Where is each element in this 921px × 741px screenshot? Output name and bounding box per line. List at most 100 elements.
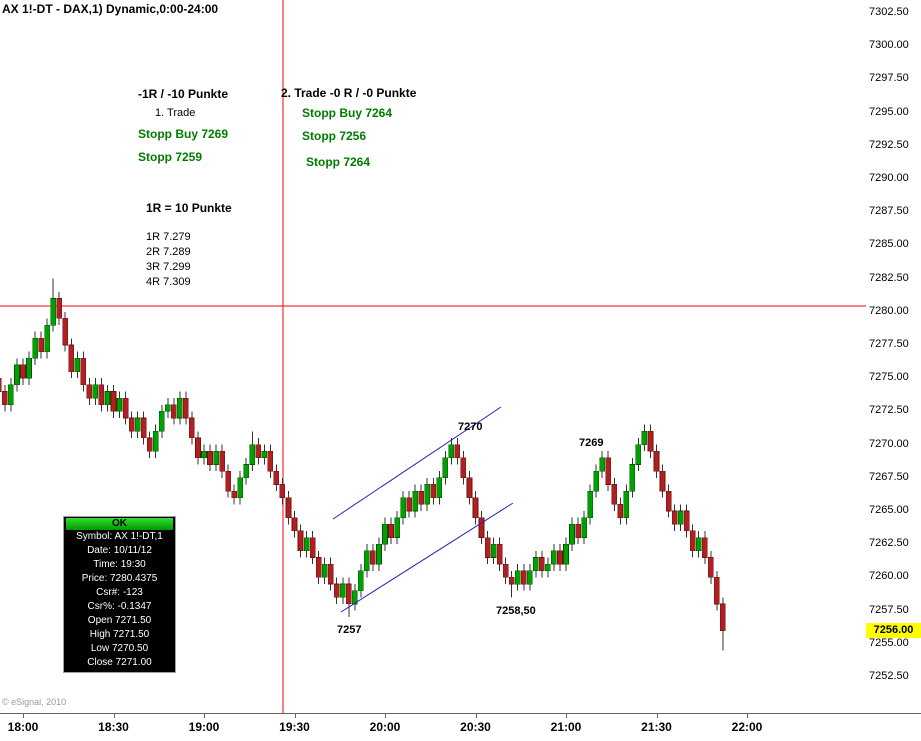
- price-tick-label: 7265.00: [869, 504, 909, 516]
- price-tick-label: 7270.00: [869, 437, 909, 450]
- trade2-stop1-label: Stopp 7256: [302, 129, 367, 143]
- candle: [364, 550, 370, 571]
- candle: [617, 504, 624, 518]
- data-window-row: Open 7271.50: [87, 615, 152, 626]
- time-tick-mark: [385, 714, 386, 718]
- time-tick-label: 19:00: [188, 720, 220, 734]
- trade1-result-label: -1R / -10 Punkte: [138, 87, 229, 101]
- candle: [701, 537, 708, 558]
- price-note: 7269: [579, 437, 604, 449]
- price-tick-label: 7290.00: [869, 172, 909, 184]
- candle: [183, 397, 189, 419]
- data-window[interactable]: OK Symbol: AX 1!-DT,1 Date: 10/11/12 Time:…: [63, 516, 176, 673]
- risk-target-line: 4R 7.309: [146, 276, 191, 288]
- candle: [442, 457, 449, 479]
- trade2-stop2-label: Stopp 7264: [306, 155, 371, 169]
- data-window-row: Symbol: AX 1!-DT,1: [76, 531, 163, 542]
- candle: [134, 417, 141, 432]
- trend-channel-line[interactable]: [340, 502, 514, 613]
- candle: [8, 384, 14, 405]
- candle: [424, 484, 431, 505]
- time-tick-mark: [566, 714, 567, 718]
- esignal-watermark: © eSignal, 2010: [2, 697, 67, 707]
- candle: [56, 298, 63, 319]
- risk-definition-label: 1R = 10 Punkte: [146, 201, 232, 215]
- data-window-row: Date: 10/11/12: [87, 545, 152, 556]
- candle: [514, 570, 521, 585]
- candle: [0, 377, 2, 392]
- candle: [545, 563, 551, 571]
- time-tick-mark: [23, 714, 24, 718]
- time-tick-label: 21:00: [550, 720, 582, 734]
- candle: [291, 517, 298, 532]
- candle: [689, 530, 696, 552]
- time-tick-label: 22:00: [731, 720, 763, 734]
- candle: [321, 563, 328, 578]
- candle: [557, 550, 563, 565]
- ok-button[interactable]: OK: [66, 518, 173, 530]
- candle: [466, 477, 473, 498]
- candle: [454, 444, 461, 459]
- candle: [231, 490, 237, 499]
- candle: [104, 391, 111, 406]
- candle: [581, 517, 587, 538]
- trade1-stop-buy-label: Stopp Buy 7269: [138, 127, 229, 141]
- candle: [20, 364, 26, 379]
- candle: [38, 338, 44, 352]
- candle: [201, 450, 207, 459]
- price-note: 7258,50: [496, 605, 536, 617]
- data-window-rows: Symbol: AX 1!-DT,1 Date: 10/11/12 Time: 19…: [64, 530, 175, 670]
- candle: [605, 457, 612, 485]
- trade1-label: 1. Trade: [155, 107, 196, 119]
- candle: [569, 523, 575, 545]
- data-window-row: Close 7271.00: [87, 657, 152, 668]
- trade1-stop-label: Stopp 7259: [138, 150, 203, 164]
- data-window-row: Price: 7280.4375: [81, 573, 158, 584]
- candle: [339, 583, 346, 598]
- candle: [629, 464, 636, 492]
- candle: [418, 490, 425, 505]
- candle: [659, 470, 666, 492]
- candle: [635, 444, 642, 465]
- candle: [315, 557, 322, 578]
- candle: [285, 497, 292, 518]
- price-tick-label: 7252.50: [869, 670, 909, 682]
- risk-target-line: 2R 7.289: [146, 246, 191, 258]
- trend-channel-line[interactable]: [332, 406, 502, 520]
- data-window-row: Csr%: -0.1347: [87, 601, 152, 612]
- candle: [460, 457, 467, 479]
- candle: [255, 444, 262, 459]
- price-tick-label: 7292.50: [869, 138, 909, 151]
- candle: [551, 550, 557, 565]
- time-tick-mark: [294, 714, 296, 718]
- candle: [520, 570, 527, 585]
- candle: [225, 470, 231, 492]
- candle: [171, 404, 177, 419]
- candle: [707, 557, 714, 578]
- price-tick-label: 7262.50: [869, 537, 909, 550]
- candle: [122, 397, 129, 419]
- price-tick-label: 7267.50: [869, 470, 909, 483]
- price-tick-label: 7302.50: [869, 6, 909, 18]
- candle: [2, 391, 8, 406]
- candle: [159, 411, 165, 432]
- candle: [400, 497, 406, 518]
- candle: [213, 450, 219, 465]
- price-tick-label: 7297.50: [869, 72, 909, 85]
- price-tick-label: 7300.00: [869, 39, 909, 52]
- candle: [370, 550, 376, 565]
- candle: [575, 523, 581, 538]
- candlestick-chart[interactable]: [0, 0, 866, 713]
- candle: [26, 357, 32, 379]
- time-axis[interactable]: 18:00 18:30 19:00 19:30 20:00 20:30 21:00 21:30…: [0, 713, 921, 741]
- candle: [599, 457, 606, 472]
- candle: [713, 577, 720, 605]
- candle: [376, 543, 382, 565]
- price-tick-label: 7282.50: [869, 271, 909, 284]
- time-tick-label: 20:30: [460, 720, 491, 734]
- candle: [683, 510, 690, 532]
- candle: [177, 397, 183, 419]
- price-axis[interactable]: 7302.50 7300.00 7297.50 7295.00 7292.50 7290.…: [866, 0, 921, 713]
- data-window-row: High 7271.50: [89, 629, 150, 640]
